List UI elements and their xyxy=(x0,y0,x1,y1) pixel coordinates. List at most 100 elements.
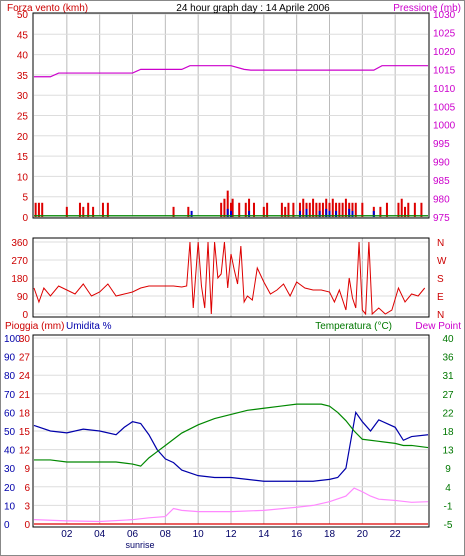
humidity-tick-label: 60 xyxy=(4,408,16,419)
rain-humidity-temp-panel: Pioggia (mm) Umidita % Temperatura (°C) … xyxy=(4,321,461,550)
wind-average-bar xyxy=(248,210,251,217)
wind-gust-bar xyxy=(226,190,229,217)
wind-gust-bar xyxy=(92,206,95,217)
temperature-tick-label: 40 xyxy=(442,334,454,345)
compass-tick-label: N xyxy=(437,238,444,249)
humidity-tick-label: 90 xyxy=(4,353,16,364)
rain-rate-line xyxy=(33,487,429,523)
humidity-tick-label: 20 xyxy=(4,483,16,494)
hour-tick-label: 08 xyxy=(160,529,172,540)
wind-tick-label: 25 xyxy=(17,112,29,123)
humidity-tick-label: 40 xyxy=(4,446,16,457)
temperature-tick-label: -5 xyxy=(444,520,453,531)
wind-average-bar xyxy=(348,208,351,217)
wind-pressure-panel: Forza vento (kmh) 24 hour graph day : 14… xyxy=(7,3,461,224)
hour-tick-label: 14 xyxy=(258,529,270,540)
humidity-line xyxy=(33,410,429,482)
hour-tick-label: 02 xyxy=(61,529,73,540)
pressure-tick-label: 1015 xyxy=(433,65,456,76)
wind-tick-label: 20 xyxy=(17,132,29,143)
humidity-tick-label: 30 xyxy=(4,464,16,475)
wind-gust-bar xyxy=(351,202,354,217)
wind-gust-bar xyxy=(344,198,347,217)
wind-gust-bar xyxy=(280,202,283,217)
wind-gust-bar xyxy=(331,198,334,217)
wind-gust-bar xyxy=(231,198,234,217)
direction-tick-label: 270 xyxy=(11,256,28,267)
wind-average-bar xyxy=(335,210,338,217)
humidity-tick-label: 80 xyxy=(4,371,16,382)
wind-axis-title: Forza vento (kmh) xyxy=(7,3,88,14)
temperature-tick-label: 36 xyxy=(442,353,454,364)
direction-tick-label: 360 xyxy=(11,238,28,249)
rain-tick-label: 30 xyxy=(19,334,31,345)
humidity-tick-label: 10 xyxy=(4,501,16,512)
rain-tick-label: 27 xyxy=(19,353,31,364)
direction-tick-label: 90 xyxy=(17,292,29,303)
wind-gust-bar xyxy=(318,202,321,217)
wind-gust-bar xyxy=(385,202,388,217)
direction-tick-label: 180 xyxy=(11,274,28,285)
humidity-tick-label: 70 xyxy=(4,390,16,401)
wind-gust-bar xyxy=(78,202,81,217)
compass-tick-label: S xyxy=(437,274,444,285)
wind-average-bar xyxy=(328,210,331,217)
wind-gust-bar xyxy=(244,202,247,217)
rain-tick-label: 6 xyxy=(24,483,30,494)
wind-gust-bar xyxy=(220,202,223,217)
wind-tick-label: 0 xyxy=(22,213,28,224)
pressure-tick-label: 990 xyxy=(433,158,450,169)
wind-gust-bar xyxy=(397,202,400,217)
wind-gust-bar xyxy=(172,206,175,217)
wind-gust-bar xyxy=(106,202,109,217)
rain-tick-label: 0 xyxy=(24,520,30,531)
wind-gust-bar xyxy=(101,202,104,217)
compass-tick-label: E xyxy=(437,292,444,303)
pressure-tick-label: 1005 xyxy=(433,102,456,113)
pressure-tick-label: 985 xyxy=(433,176,450,187)
wind-gust-bar xyxy=(312,198,315,217)
pressure-tick-label: 975 xyxy=(433,213,450,224)
wind-average-bar xyxy=(230,210,232,217)
temperature-line xyxy=(34,403,429,467)
wind-tick-label: 40 xyxy=(17,51,29,62)
wind-gust-bar xyxy=(266,202,269,217)
wind-gust-bar xyxy=(325,198,328,217)
wind-gust-bar xyxy=(361,202,364,217)
wind-gust-bar xyxy=(379,206,382,217)
rain-tick-label: 24 xyxy=(19,371,31,382)
wind-gust-bar xyxy=(230,202,232,217)
pressure-tick-label: 1025 xyxy=(433,28,456,39)
wind-gust-bar xyxy=(321,202,324,217)
wind-tick-label: 10 xyxy=(17,172,29,183)
wind-average-bar xyxy=(318,210,321,217)
wind-gust-bar xyxy=(420,202,423,217)
rain-humidity-temp-plot-border xyxy=(32,334,430,528)
temperature-tick-label: 13 xyxy=(442,446,454,457)
wind-average-bar xyxy=(325,208,328,217)
wind-gust-bar xyxy=(404,206,407,217)
rain-tick-label: 3 xyxy=(24,501,30,512)
wind-average-bar xyxy=(372,210,375,217)
pressure-tick-label: 1010 xyxy=(433,84,456,95)
wind-gust-bar xyxy=(87,202,90,217)
rain-tick-label: 12 xyxy=(19,446,31,457)
compass-tick-label: W xyxy=(437,256,447,267)
wind-tick-label: 30 xyxy=(17,91,29,102)
pressure-tick-label: 995 xyxy=(433,139,450,150)
rain-tick-label: 21 xyxy=(19,390,31,401)
hour-tick-label: 22 xyxy=(390,529,402,540)
wind-gust-bar xyxy=(354,202,357,217)
temperature-tick-label: -1 xyxy=(444,501,453,512)
rain-tick-label: 9 xyxy=(24,464,30,475)
wind-gust-bar xyxy=(413,202,416,217)
rain-tick-label: 15 xyxy=(19,427,31,438)
wind-gust-bar xyxy=(328,202,331,217)
direction-tick-label: 0 xyxy=(22,310,28,321)
wind-direction-plot-border xyxy=(32,237,430,318)
wind-gust-bar xyxy=(315,202,318,217)
wind-gust-bar xyxy=(302,198,305,217)
wind-gust-bar xyxy=(400,198,403,217)
wind-gust-bar xyxy=(252,202,255,217)
